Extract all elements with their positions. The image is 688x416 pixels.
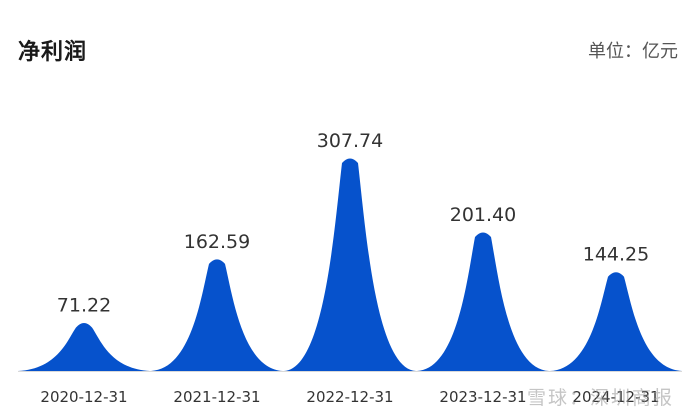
peak-2020-12-31 — [18, 322, 150, 371]
x-tick-label: 2024-12-31 — [572, 388, 659, 406]
watermark: 雪球：深圳商报 — [526, 387, 674, 409]
x-tick-label: 2020-12-31 — [40, 388, 127, 406]
value-label: 307.74 — [317, 130, 383, 152]
peak-2022-12-31 — [284, 158, 416, 371]
value-label: 144.25 — [583, 244, 649, 266]
unit-label: 单位：亿元 — [588, 41, 678, 62]
value-label: 71.22 — [57, 294, 111, 316]
value-label: 162.59 — [184, 231, 250, 253]
peak-2021-12-31 — [151, 259, 283, 371]
x-tick-label: 2022-12-31 — [306, 388, 393, 406]
chart-title: 净利润 — [18, 40, 88, 65]
x-tick-label: 2023-12-31 — [439, 388, 526, 406]
x-tick-label: 2021-12-31 — [173, 388, 260, 406]
value-label: 201.40 — [450, 204, 516, 226]
peak-2023-12-31 — [417, 232, 549, 371]
peak-2024-12-31 — [550, 272, 682, 371]
